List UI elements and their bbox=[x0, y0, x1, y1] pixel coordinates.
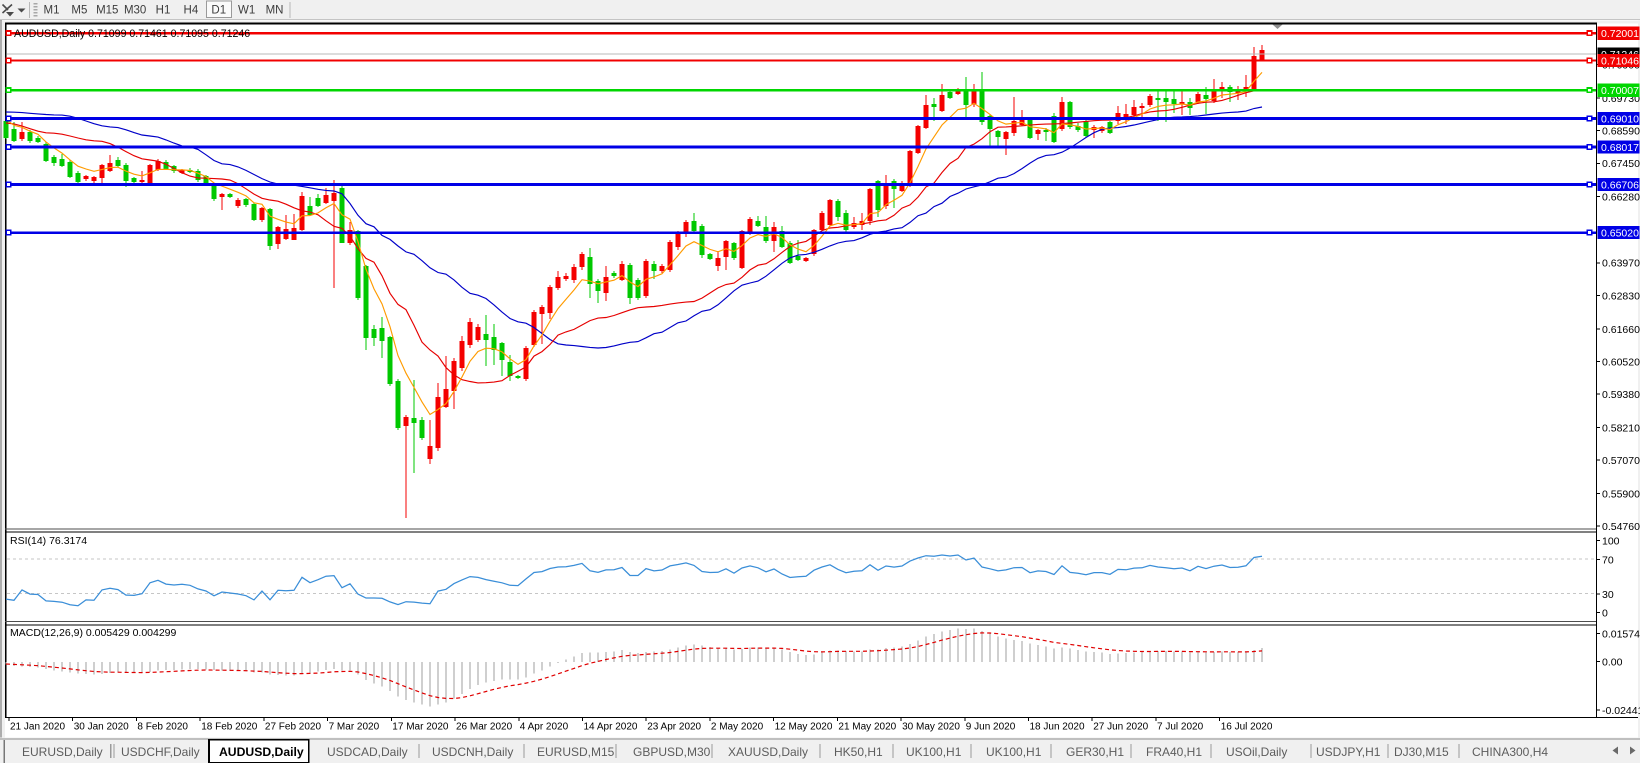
svg-text:M1: M1 bbox=[44, 5, 60, 17]
svg-text:0.72001: 0.72001 bbox=[1601, 28, 1639, 40]
svg-text:7 Mar 2020: 7 Mar 2020 bbox=[329, 722, 380, 733]
svg-text:30: 30 bbox=[1602, 589, 1614, 601]
svg-text:0: 0 bbox=[1602, 607, 1608, 619]
svg-text:0.54760: 0.54760 bbox=[1602, 521, 1640, 533]
svg-text:UK100,H1: UK100,H1 bbox=[986, 745, 1042, 759]
svg-text:0.66706: 0.66706 bbox=[1601, 179, 1639, 191]
svg-text:9 Jun 2020: 9 Jun 2020 bbox=[966, 722, 1016, 733]
svg-text:27 Feb 2020: 27 Feb 2020 bbox=[265, 722, 322, 733]
svg-text:M15: M15 bbox=[96, 5, 118, 17]
svg-text:0.68590: 0.68590 bbox=[1602, 126, 1640, 138]
svg-text:17 Mar 2020: 17 Mar 2020 bbox=[392, 722, 449, 733]
svg-text:0.71046: 0.71046 bbox=[1601, 55, 1639, 67]
svg-text:USDJPY,H1: USDJPY,H1 bbox=[1316, 745, 1381, 759]
svg-text:23 Apr 2020: 23 Apr 2020 bbox=[647, 722, 701, 733]
svg-text:30 May 2020: 30 May 2020 bbox=[902, 722, 960, 733]
svg-text:0.62830: 0.62830 bbox=[1602, 290, 1640, 302]
svg-text:4 Apr 2020: 4 Apr 2020 bbox=[520, 722, 569, 733]
svg-text:D1: D1 bbox=[211, 5, 226, 17]
svg-text:USOil,Daily: USOil,Daily bbox=[1226, 745, 1287, 759]
svg-text:GBPUSD,M30: GBPUSD,M30 bbox=[633, 745, 711, 759]
svg-text:RSI(14) 76.3174: RSI(14) 76.3174 bbox=[10, 535, 87, 547]
svg-text:0.55900: 0.55900 bbox=[1602, 488, 1640, 500]
svg-text:12 May 2020: 12 May 2020 bbox=[775, 722, 833, 733]
svg-text:W1: W1 bbox=[238, 5, 255, 17]
svg-text:0.63970: 0.63970 bbox=[1602, 258, 1640, 270]
svg-text:USDCNH,Daily: USDCNH,Daily bbox=[432, 745, 513, 759]
svg-text:0.69010: 0.69010 bbox=[1601, 113, 1639, 125]
svg-text:UK100,H1: UK100,H1 bbox=[906, 745, 962, 759]
svg-text:H4: H4 bbox=[184, 5, 199, 17]
svg-text:GER30,H1: GER30,H1 bbox=[1066, 745, 1124, 759]
svg-text:16 Jul 2020: 16 Jul 2020 bbox=[1221, 722, 1273, 733]
svg-text:EURUSD,M15: EURUSD,M15 bbox=[537, 745, 615, 759]
svg-text:AUDUSD,Daily 0.71099 0.71461: AUDUSD,Daily 0.71099 0.71461 0.71095 0.7… bbox=[14, 28, 250, 40]
svg-text:100: 100 bbox=[1602, 535, 1620, 547]
svg-text:EURUSD,Daily: EURUSD,Daily bbox=[22, 745, 103, 759]
svg-text:30 Jan 2020: 30 Jan 2020 bbox=[74, 722, 129, 733]
svg-text:70: 70 bbox=[1602, 554, 1614, 566]
svg-text:USDCHF,Daily: USDCHF,Daily bbox=[121, 745, 200, 759]
svg-text:0.68017: 0.68017 bbox=[1601, 142, 1639, 154]
svg-text:0.00: 0.00 bbox=[1602, 656, 1623, 668]
svg-text:0.57070: 0.57070 bbox=[1602, 455, 1640, 467]
svg-text:0.65020: 0.65020 bbox=[1601, 228, 1639, 240]
svg-text:27 Jun 2020: 27 Jun 2020 bbox=[1093, 722, 1148, 733]
svg-text:AUDUSD,Daily: AUDUSD,Daily bbox=[219, 745, 304, 759]
svg-text:0.61660: 0.61660 bbox=[1602, 324, 1640, 336]
svg-text:8 Feb 2020: 8 Feb 2020 bbox=[137, 722, 188, 733]
svg-text:21 Jan 2020: 21 Jan 2020 bbox=[10, 722, 65, 733]
svg-text:M5: M5 bbox=[71, 5, 87, 17]
svg-text:18 Jun 2020: 18 Jun 2020 bbox=[1030, 722, 1085, 733]
svg-text:18 Feb 2020: 18 Feb 2020 bbox=[201, 722, 258, 733]
svg-text:0.66280: 0.66280 bbox=[1602, 192, 1640, 204]
svg-text:0.67450: 0.67450 bbox=[1602, 158, 1640, 170]
svg-text:14 Apr 2020: 14 Apr 2020 bbox=[584, 722, 638, 733]
svg-text:26 Mar 2020: 26 Mar 2020 bbox=[456, 722, 513, 733]
svg-text:0.015741: 0.015741 bbox=[1602, 628, 1640, 640]
svg-text:-0.024412: -0.024412 bbox=[1602, 705, 1640, 717]
svg-text:2 May 2020: 2 May 2020 bbox=[711, 722, 764, 733]
svg-text:FRA40,H1: FRA40,H1 bbox=[1146, 745, 1202, 759]
svg-text:0.58210: 0.58210 bbox=[1602, 422, 1640, 434]
svg-text:USDCAD,Daily: USDCAD,Daily bbox=[327, 745, 408, 759]
svg-text:DJ30,M15: DJ30,M15 bbox=[1394, 745, 1449, 759]
svg-text:CHINA300,H4: CHINA300,H4 bbox=[1472, 745, 1548, 759]
svg-text:MACD(12,26,9) 0.005429 0.00429: MACD(12,26,9) 0.005429 0.004299 bbox=[10, 627, 177, 639]
svg-text:HK50,H1: HK50,H1 bbox=[834, 745, 883, 759]
svg-text:7 Jul 2020: 7 Jul 2020 bbox=[1157, 722, 1204, 733]
svg-text:M30: M30 bbox=[124, 5, 146, 17]
svg-text:H1: H1 bbox=[156, 5, 171, 17]
svg-text:0.70007: 0.70007 bbox=[1601, 85, 1639, 97]
svg-text:0.60520: 0.60520 bbox=[1602, 356, 1640, 368]
svg-text:MN: MN bbox=[266, 5, 284, 17]
svg-text:21 May 2020: 21 May 2020 bbox=[838, 722, 896, 733]
svg-text:XAUUSD,Daily: XAUUSD,Daily bbox=[728, 745, 808, 759]
svg-text:0.59380: 0.59380 bbox=[1602, 389, 1640, 401]
